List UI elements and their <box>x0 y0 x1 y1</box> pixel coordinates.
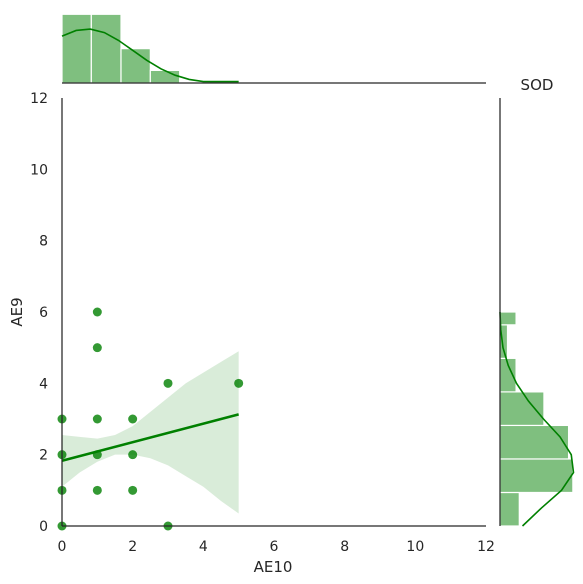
marginal-x-kde <box>61 28 239 83</box>
marginal-x-bar <box>149 69 181 84</box>
y-tick-label: 6 <box>39 305 48 321</box>
ticks-layer: 0 2 4 6 8 10 12 0 2 4 6 8 10 12 <box>30 91 495 555</box>
scatter-points-layer <box>57 307 244 531</box>
scatter-point <box>92 414 102 424</box>
scatter-point <box>128 450 138 460</box>
y-tick-label: 12 <box>30 91 48 107</box>
scatter-point <box>92 485 102 495</box>
marginal-x-bar <box>90 13 122 84</box>
marginal-y-histogram <box>499 98 575 527</box>
axes-layer <box>61 98 486 527</box>
y-tick-label: 8 <box>39 234 48 250</box>
x-tick-label: 6 <box>270 539 279 555</box>
regression-line <box>61 413 239 462</box>
marginal-y-bar <box>499 424 570 460</box>
marginal-x-bar <box>120 48 151 84</box>
marginal-y-bar <box>499 491 520 527</box>
x-tick-label: 2 <box>128 539 137 555</box>
marginal-y-kde <box>499 311 575 527</box>
scatter-point <box>128 414 138 424</box>
y-tick-label: 4 <box>39 376 48 392</box>
x-tick-label: 12 <box>477 539 495 555</box>
y-tick-label: 2 <box>39 448 48 464</box>
x-tick-label: 4 <box>199 539 208 555</box>
x-tick-label: 0 <box>58 539 67 555</box>
marginal-y-bar <box>499 458 574 494</box>
y-axis-title: AE9 <box>8 297 26 326</box>
y-tick-label: 0 <box>39 519 48 535</box>
marginal-x-bar <box>61 13 92 84</box>
marginal-y-bar <box>499 391 545 427</box>
regression-layer <box>61 413 239 462</box>
x-tick-label: 8 <box>340 539 349 555</box>
marginal-x-histogram <box>61 13 486 84</box>
x-axis-title: AE10 <box>254 558 293 576</box>
scatter-point <box>128 485 138 495</box>
confidence-band <box>62 351 239 514</box>
marginal-y-bar <box>499 311 517 326</box>
scatter-point <box>234 378 244 388</box>
y-tick-label: 10 <box>30 162 48 178</box>
scatter-point <box>92 343 102 353</box>
confidence-band-layer <box>62 351 239 514</box>
x-tick-label: 10 <box>406 539 424 555</box>
scatter-point <box>92 307 102 317</box>
scatter-point <box>163 378 173 388</box>
corner-label: SOD <box>521 76 554 94</box>
